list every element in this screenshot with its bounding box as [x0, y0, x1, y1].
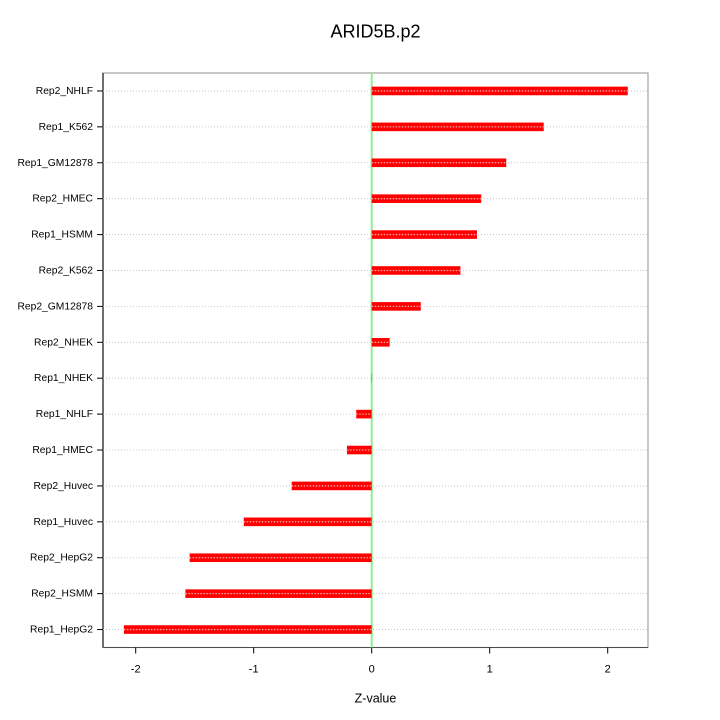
svg-text:Rep2_NHLF: Rep2_NHLF	[36, 86, 93, 97]
svg-text:Rep2_GM12878: Rep2_GM12878	[17, 301, 93, 312]
svg-text:Rep1_HSMM: Rep1_HSMM	[31, 230, 93, 241]
svg-text:Rep1_GM12878: Rep1_GM12878	[17, 158, 93, 169]
svg-text:1: 1	[487, 664, 493, 676]
svg-text:-1: -1	[249, 664, 259, 676]
svg-text:Rep2_K562: Rep2_K562	[39, 265, 94, 276]
svg-text:Rep2_HMEC: Rep2_HMEC	[32, 194, 93, 205]
svg-text:Rep1_HMEC: Rep1_HMEC	[32, 445, 93, 456]
svg-text:Rep1_Huvec: Rep1_Huvec	[33, 517, 93, 528]
svg-text:Rep2_HSMM: Rep2_HSMM	[31, 589, 93, 600]
svg-text:Rep1_NHEK: Rep1_NHEK	[34, 373, 93, 384]
svg-text:Rep1_HepG2: Rep1_HepG2	[30, 625, 93, 636]
svg-text:ARID5B.p2: ARID5B.p2	[330, 22, 420, 42]
svg-text:Rep1_K562: Rep1_K562	[39, 122, 94, 133]
svg-text:Rep2_HepG2: Rep2_HepG2	[30, 553, 93, 564]
svg-text:Rep2_Huvec: Rep2_Huvec	[33, 481, 93, 492]
svg-text:2: 2	[605, 664, 611, 676]
svg-text:Rep2_NHEK: Rep2_NHEK	[34, 337, 93, 348]
svg-text:0: 0	[369, 664, 375, 676]
svg-text:Z-value: Z-value	[355, 692, 397, 706]
svg-text:Rep1_NHLF: Rep1_NHLF	[36, 409, 93, 420]
svg-text:-2: -2	[131, 664, 141, 676]
